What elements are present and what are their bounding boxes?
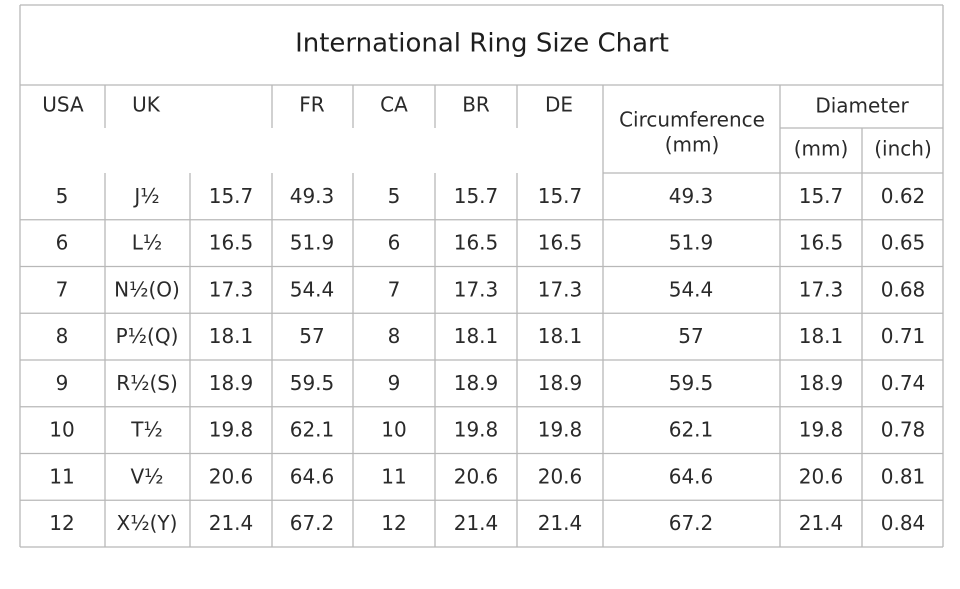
table-cell: 10 xyxy=(49,418,74,442)
table-cell: N½(O) xyxy=(114,277,180,301)
table-cell: 21.4 xyxy=(799,511,844,535)
table-cell: 51.9 xyxy=(669,231,714,255)
table-cell: 54.4 xyxy=(290,277,335,301)
table-cell: 51.9 xyxy=(290,231,335,255)
column-header: Diameter xyxy=(815,94,909,118)
table-cell: 57 xyxy=(299,324,324,348)
table-cell: 19.8 xyxy=(799,418,844,442)
table-cell: 11 xyxy=(381,464,406,488)
table-cell: 18.9 xyxy=(209,371,254,395)
column-header: FR xyxy=(299,93,325,117)
table-cell: J½ xyxy=(132,184,159,208)
column-header: UK xyxy=(132,93,161,117)
table-cell: 5 xyxy=(56,184,69,208)
table-cell: 21.4 xyxy=(454,511,499,535)
table-cell: 67.2 xyxy=(290,511,335,535)
column-header: USA xyxy=(42,93,84,117)
table-cell: 9 xyxy=(388,371,401,395)
table-cell: 18.1 xyxy=(454,324,499,348)
table-cell: 17.3 xyxy=(799,277,844,301)
table-cell: 19.8 xyxy=(209,418,254,442)
table-cell: 49.3 xyxy=(290,184,335,208)
table-frame xyxy=(19,4,944,548)
table-cell: 0.62 xyxy=(881,184,926,208)
table-cell: 20.6 xyxy=(209,464,254,488)
table-cell: 9 xyxy=(56,371,69,395)
table-cell: 21.4 xyxy=(538,511,583,535)
table-cell: 0.71 xyxy=(881,324,926,348)
table-cell: 18.9 xyxy=(799,371,844,395)
table-cell: 17.3 xyxy=(538,277,583,301)
table-cell: 19.8 xyxy=(538,418,583,442)
table-cell: 0.81 xyxy=(881,464,926,488)
table-cell: 0.68 xyxy=(881,277,926,301)
table-cell: 0.65 xyxy=(881,231,926,255)
table-cell: R½(S) xyxy=(116,371,178,395)
table-cell: 16.5 xyxy=(799,231,844,255)
table-cell: 64.6 xyxy=(669,464,714,488)
table-cell: 6 xyxy=(56,231,69,255)
table-cell: L½ xyxy=(132,231,163,255)
table-cell: V½ xyxy=(130,464,163,488)
column-header: CA xyxy=(380,93,408,117)
column-header: DE xyxy=(545,93,573,117)
column-header: Circumference xyxy=(619,108,765,132)
table-cell: 62.1 xyxy=(290,418,335,442)
table-cell: 11 xyxy=(49,464,74,488)
table-cell: 18.1 xyxy=(209,324,254,348)
table-cell: 20.6 xyxy=(454,464,499,488)
table-cell: 16.5 xyxy=(538,231,583,255)
table-cell: P½(Q) xyxy=(116,324,179,348)
table-cell: 67.2 xyxy=(669,511,714,535)
table-cell: 15.7 xyxy=(799,184,844,208)
table-cell: 18.9 xyxy=(538,371,583,395)
table-cell: 5 xyxy=(388,184,401,208)
table-cell: 16.5 xyxy=(209,231,254,255)
table-cell: 17.3 xyxy=(209,277,254,301)
table-cell: 15.7 xyxy=(209,184,254,208)
table-cell: 62.1 xyxy=(669,418,714,442)
table-cell: 20.6 xyxy=(799,464,844,488)
table-cell: 19.8 xyxy=(454,418,499,442)
table-cell: 18.1 xyxy=(799,324,844,348)
table-cell: 0.84 xyxy=(881,511,926,535)
table-cell: 10 xyxy=(381,418,406,442)
table-cell: 57 xyxy=(678,324,703,348)
table-cell: 21.4 xyxy=(209,511,254,535)
table-cell: 49.3 xyxy=(669,184,714,208)
table-cell: 64.6 xyxy=(290,464,335,488)
column-subheader: (inch) xyxy=(874,137,932,161)
table-cell: 18.1 xyxy=(538,324,583,348)
table-cell: 15.7 xyxy=(538,184,583,208)
table-cell: 17.3 xyxy=(454,277,499,301)
table-cell: 20.6 xyxy=(538,464,583,488)
table-cell: 7 xyxy=(56,277,69,301)
table-cell: 16.5 xyxy=(454,231,499,255)
table-title: International Ring Size Chart xyxy=(295,29,669,59)
table-cell: 59.5 xyxy=(290,371,335,395)
table-cell: X½(Y) xyxy=(117,511,178,535)
table-cell: 59.5 xyxy=(669,371,714,395)
column-subheader: (mm) xyxy=(794,137,849,161)
table-cell: 0.74 xyxy=(881,371,926,395)
table-cell: 8 xyxy=(56,324,69,348)
table-cell: 54.4 xyxy=(669,277,714,301)
table-cell: 15.7 xyxy=(454,184,499,208)
column-header: BR xyxy=(462,93,490,117)
column-header: (mm) xyxy=(665,133,720,157)
table-cell: 8 xyxy=(388,324,401,348)
table-cell: 12 xyxy=(49,511,74,535)
table-cell: 12 xyxy=(381,511,406,535)
table-cell: 0.78 xyxy=(881,418,926,442)
table-cell: T½ xyxy=(130,418,163,442)
table-cell: 18.9 xyxy=(454,371,499,395)
table-cell: 7 xyxy=(388,277,401,301)
table-cell: 6 xyxy=(388,231,401,255)
